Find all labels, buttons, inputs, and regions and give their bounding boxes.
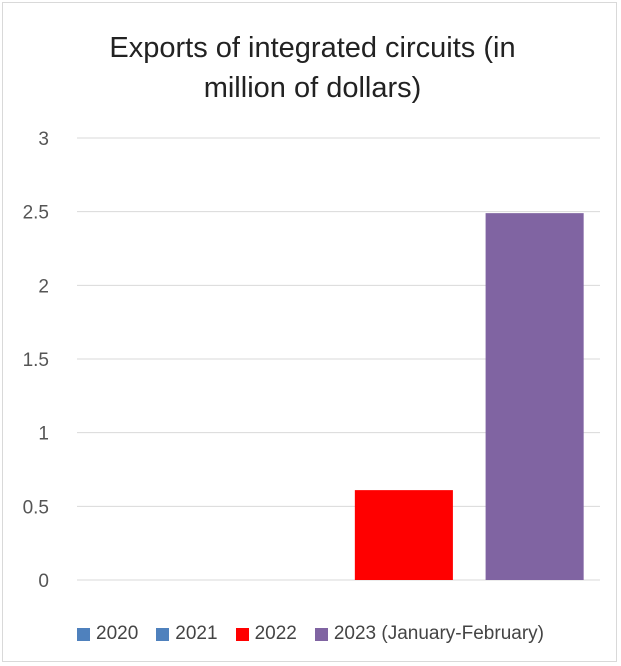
chart-title: Exports of integrated circuits (in milli…: [40, 28, 585, 108]
legend-item-2020: 2020: [77, 623, 138, 645]
legend-item-2021: 2021: [156, 623, 218, 645]
legend-label-2020: 2020: [96, 623, 139, 644]
y-tick-label: 3: [38, 129, 49, 150]
chart-title-line-2: million of dollars): [203, 72, 422, 104]
legend-label-2021: 2021: [175, 623, 218, 644]
chart-legend: 2020 2021 2022 2023 (January-February): [0, 623, 621, 645]
legend-label-2022: 2022: [254, 623, 297, 644]
legend-swatch-2022: [235, 627, 249, 641]
legend-swatch-2023: [314, 627, 328, 641]
bar-2023: [485, 213, 584, 580]
y-tick-label: 2: [38, 276, 49, 297]
y-tick-label: 0: [38, 571, 49, 592]
chart-title-line-1: Exports of integrated circuits (in: [109, 32, 516, 64]
legend-item-2023: 2023 (January-February): [314, 623, 544, 645]
legend-label-2023: 2023 (January-February): [333, 623, 544, 644]
legend-item-2022: 2022: [235, 623, 297, 645]
y-tick-label: 2.5: [23, 203, 49, 224]
bar-2022: [354, 490, 453, 580]
y-tick-label: 1: [38, 424, 49, 445]
legend-swatch-2021: [156, 627, 170, 641]
legend-swatch-2020: [77, 627, 90, 641]
y-tick-label: 1.5: [23, 350, 49, 371]
y-tick-label: 0.5: [23, 497, 49, 518]
